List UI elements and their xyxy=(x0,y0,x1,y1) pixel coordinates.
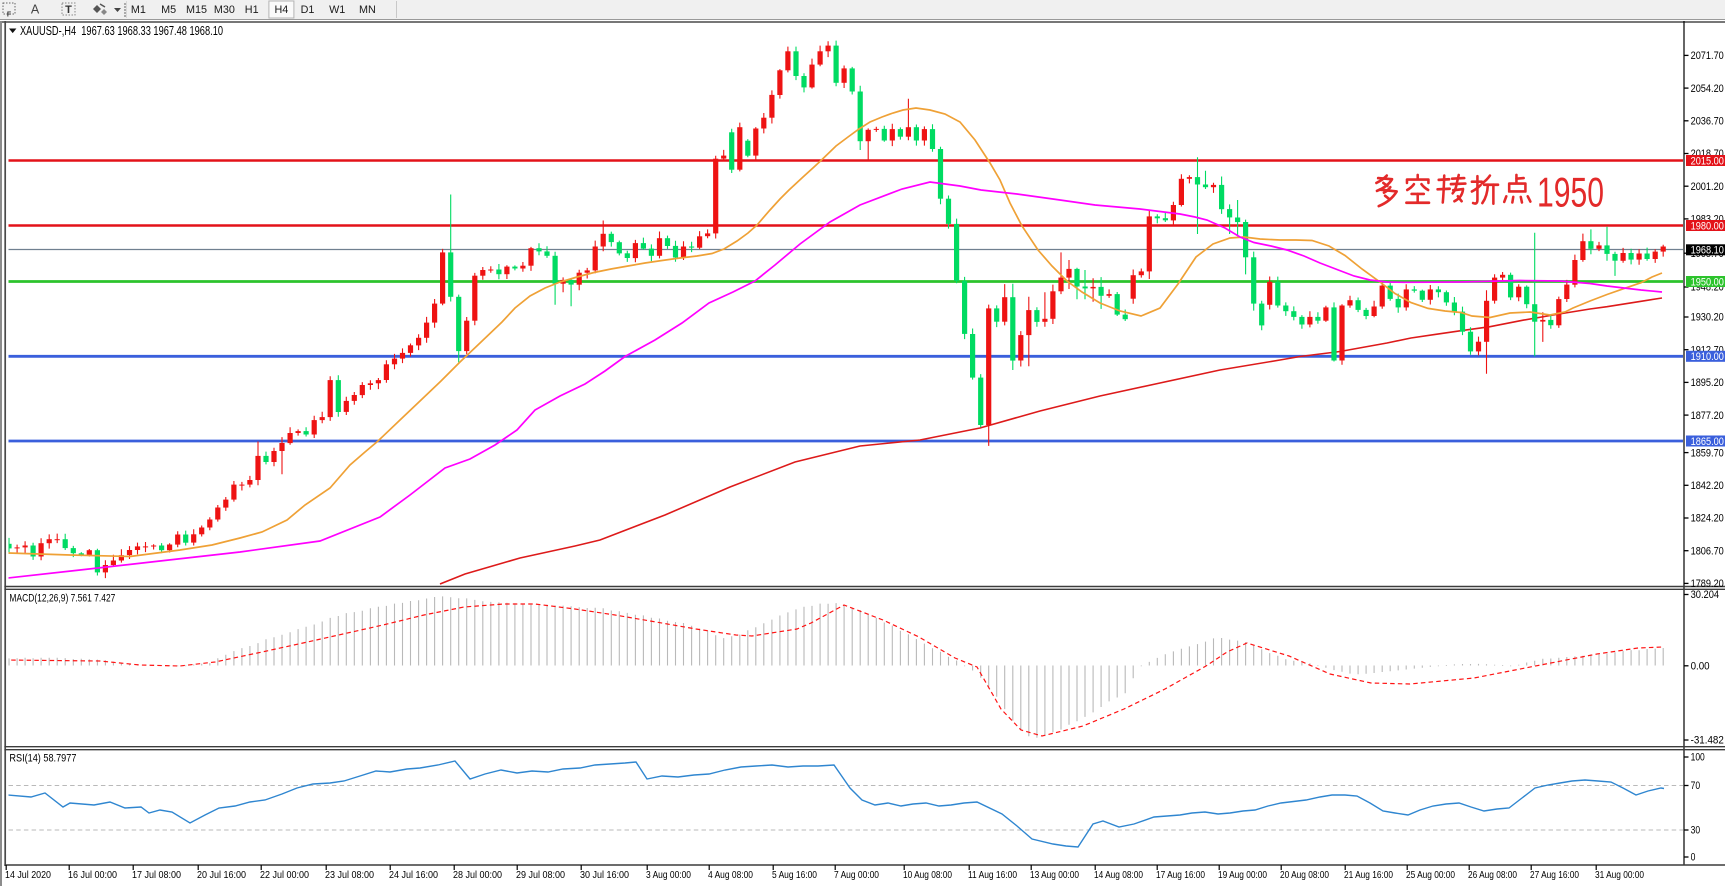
svg-text:16 Jul 00:00: 16 Jul 00:00 xyxy=(68,870,117,881)
svg-text:4 Aug 08:00: 4 Aug 08:00 xyxy=(708,870,753,881)
svg-text:2036.70: 2036.70 xyxy=(1691,116,1724,128)
svg-text:1824.20: 1824.20 xyxy=(1691,513,1724,525)
svg-text:30.204: 30.204 xyxy=(1691,589,1720,601)
svg-text:1895.20: 1895.20 xyxy=(1691,377,1724,389)
svg-text:25 Aug 00:00: 25 Aug 00:00 xyxy=(1406,870,1455,881)
svg-text:1980.00: 1980.00 xyxy=(1691,220,1724,232)
svg-text:M15: M15 xyxy=(186,4,207,16)
svg-text:0.00: 0.00 xyxy=(1691,661,1710,673)
svg-text:20 Aug 08:00: 20 Aug 08:00 xyxy=(1280,870,1329,881)
svg-text:1842.20: 1842.20 xyxy=(1691,480,1724,492)
svg-text:10 Aug 08:00: 10 Aug 08:00 xyxy=(903,870,952,881)
svg-text:2015.00: 2015.00 xyxy=(1691,155,1724,167)
svg-text:H1: H1 xyxy=(245,4,259,16)
svg-text:31 Aug 00:00: 31 Aug 00:00 xyxy=(1595,870,1644,881)
svg-text:-31.482: -31.482 xyxy=(1691,735,1724,747)
svg-text:14 Jul 2020: 14 Jul 2020 xyxy=(5,870,51,881)
svg-text:2071.70: 2071.70 xyxy=(1691,50,1724,62)
svg-text:1910.00: 1910.00 xyxy=(1691,351,1724,363)
svg-text:5 Aug 16:00: 5 Aug 16:00 xyxy=(772,870,817,881)
svg-text:1930.20: 1930.20 xyxy=(1691,312,1724,324)
svg-text:2054.20: 2054.20 xyxy=(1691,83,1724,95)
svg-text:1806.70: 1806.70 xyxy=(1691,545,1724,557)
svg-text:0: 0 xyxy=(1691,852,1696,864)
svg-text:RSI(14) 58.7977: RSI(14) 58.7977 xyxy=(9,753,76,765)
svg-text:XAUUSD-,H4 1967.63 1968.33 19: XAUUSD-,H4 1967.63 1968.33 1967.48 1968.… xyxy=(20,24,223,38)
svg-text:1859.70: 1859.70 xyxy=(1691,447,1724,459)
svg-text:13 Aug 00:00: 13 Aug 00:00 xyxy=(1030,870,1079,881)
svg-text:22 Jul 00:00: 22 Jul 00:00 xyxy=(260,870,309,881)
svg-text:1950.00: 1950.00 xyxy=(1691,276,1724,288)
svg-text:1865.00: 1865.00 xyxy=(1691,436,1724,448)
svg-text:26 Aug 08:00: 26 Aug 08:00 xyxy=(1468,870,1517,881)
svg-text:A: A xyxy=(31,3,40,17)
svg-text:1789.20: 1789.20 xyxy=(1691,578,1724,590)
svg-text:19 Aug 00:00: 19 Aug 00:00 xyxy=(1218,870,1267,881)
svg-text:100: 100 xyxy=(1691,752,1705,764)
svg-text:11 Aug 16:00: 11 Aug 16:00 xyxy=(968,870,1017,881)
svg-text:T: T xyxy=(65,4,72,16)
svg-text:MN: MN xyxy=(359,4,376,16)
svg-text:H4: H4 xyxy=(274,4,288,16)
svg-text:17 Aug 16:00: 17 Aug 16:00 xyxy=(1156,870,1205,881)
svg-text:M1: M1 xyxy=(131,4,146,16)
svg-text:F: F xyxy=(7,12,12,19)
svg-text:W1: W1 xyxy=(329,4,345,16)
svg-text:2001.20: 2001.20 xyxy=(1691,181,1724,193)
svg-text:21 Aug 16:00: 21 Aug 16:00 xyxy=(1344,870,1393,881)
svg-text:30: 30 xyxy=(1691,825,1701,837)
svg-text:1968.10: 1968.10 xyxy=(1691,245,1724,257)
svg-text:27 Aug 16:00: 27 Aug 16:00 xyxy=(1530,870,1579,881)
svg-text:M30: M30 xyxy=(214,4,235,16)
svg-text:D1: D1 xyxy=(301,4,315,16)
svg-text:30 Jul 16:00: 30 Jul 16:00 xyxy=(580,870,629,881)
svg-text:20 Jul 16:00: 20 Jul 16:00 xyxy=(197,870,246,881)
svg-text:29 Jul 08:00: 29 Jul 08:00 xyxy=(516,870,565,881)
svg-text:MACD(12,26,9) 7.561 7.427: MACD(12,26,9) 7.561 7.427 xyxy=(9,593,115,605)
svg-text:70: 70 xyxy=(1691,780,1701,792)
svg-text:1950: 1950 xyxy=(1537,169,1604,216)
svg-text:M5: M5 xyxy=(161,4,176,16)
svg-text:28 Jul 00:00: 28 Jul 00:00 xyxy=(453,870,502,881)
svg-text:14 Aug 08:00: 14 Aug 08:00 xyxy=(1094,870,1143,881)
svg-text:17 Jul 08:00: 17 Jul 08:00 xyxy=(132,870,181,881)
svg-text:7 Aug 00:00: 7 Aug 00:00 xyxy=(834,870,879,881)
svg-text:3 Aug 00:00: 3 Aug 00:00 xyxy=(646,870,691,881)
svg-text:1877.20: 1877.20 xyxy=(1691,410,1724,422)
svg-text:23 Jul 08:00: 23 Jul 08:00 xyxy=(325,870,374,881)
svg-text:24 Jul 16:00: 24 Jul 16:00 xyxy=(389,870,438,881)
